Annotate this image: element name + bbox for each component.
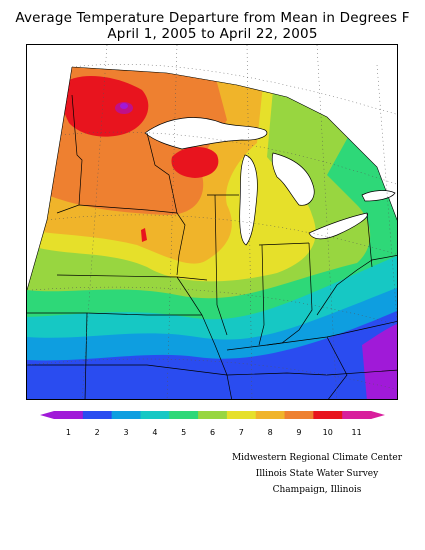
temperature-departure-map <box>26 44 398 400</box>
lake-erie <box>308 212 368 240</box>
legend-swatch <box>342 411 372 419</box>
legend-label: 5 <box>181 428 186 437</box>
legend-label: 8 <box>268 428 273 437</box>
legend-label: 7 <box>239 428 244 437</box>
legend-swatch <box>313 411 343 419</box>
legend-label: 11 <box>351 428 361 437</box>
legend-label: 6 <box>210 428 215 437</box>
legend-label: 2 <box>95 428 100 437</box>
lake-huron <box>271 152 315 206</box>
state-boundaries <box>27 94 397 399</box>
data-region-boundary-west <box>27 66 73 291</box>
legend-swatch <box>54 411 84 419</box>
legend-swatch <box>111 411 141 419</box>
legend-label: 10 <box>323 428 333 437</box>
credit-line-3: Champaign, Illinois <box>272 485 362 495</box>
legend-label: 3 <box>123 428 128 437</box>
legend-svg: 1 2 3 4 5 6 7 8 9 10 11 <box>40 411 385 437</box>
lake-michigan <box>239 154 258 246</box>
legend-label: 1 <box>66 428 71 437</box>
legend-swatch <box>140 411 170 419</box>
legend-swatch <box>82 411 113 419</box>
legend-swatch <box>169 411 199 419</box>
legend-swatch <box>226 411 257 419</box>
legend-swatch <box>284 411 314 419</box>
contour-band-1 <box>362 323 397 399</box>
contour-spot-iowa <box>141 228 147 242</box>
credit-line-1: Midwestern Regional Climate Center <box>231 453 403 463</box>
contour-band-10-north <box>60 75 149 137</box>
graticule <box>27 45 397 399</box>
credit-line-2: Illinois State Water Survey <box>255 469 379 479</box>
legend-label: 9 <box>296 428 301 437</box>
map-svg <box>27 45 397 399</box>
legend-arrow-high <box>371 411 385 419</box>
legend-arrow-low <box>40 411 54 419</box>
data-region-boundary <box>71 66 397 221</box>
contour-band-max <box>120 103 128 109</box>
legend-swatch <box>198 411 228 419</box>
contour-band-10-wisconsin <box>171 146 219 178</box>
map-subtitle: April 1, 2005 to April 22, 2005 <box>107 26 318 42</box>
color-legend: 1 2 3 4 5 6 7 8 9 10 11 <box>40 411 385 441</box>
legend-swatch <box>255 411 286 419</box>
legend-label: 4 <box>152 428 157 437</box>
lake-ontario <box>361 190 396 202</box>
lake-superior <box>144 117 268 150</box>
map-title: Average Temperature Departure from Mean … <box>15 10 410 26</box>
